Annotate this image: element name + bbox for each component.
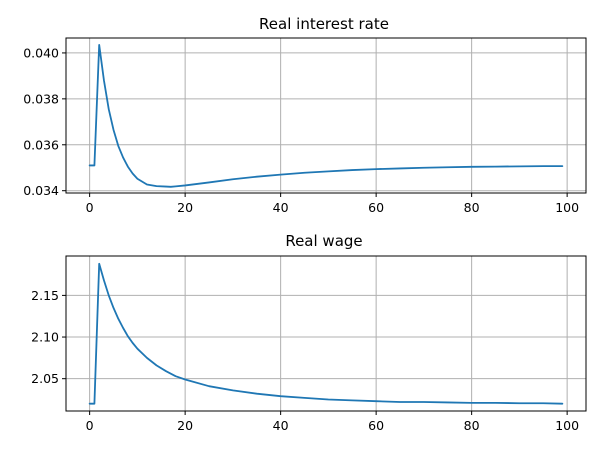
ticks: 0 20 40 60 80 100 0.034 0.036 0.038 0.040: [23, 45, 579, 215]
series-line: [88, 43, 564, 188]
series-group: [88, 43, 564, 188]
series-line: [88, 262, 564, 405]
y-tick-label: 0.038: [23, 91, 59, 106]
grid: [66, 256, 586, 411]
real-wage-subplot: Real wage 0 20 40 60 80 100 2.05 2.10 2.15: [31, 232, 587, 433]
ticks: 0 20 40 60 80 100 2.05 2.10 2.15: [31, 288, 579, 433]
y-tick-label: 0.034: [23, 183, 59, 198]
x-tick-label: 80: [464, 418, 480, 433]
x-tick-label: 40: [273, 200, 289, 215]
grid: [66, 38, 586, 193]
x-tick-label: 100: [555, 418, 579, 433]
x-tick-label: 60: [368, 418, 384, 433]
x-tick-label: 100: [555, 200, 579, 215]
subplot-title: Real wage: [285, 232, 362, 250]
x-tick-label: 40: [273, 418, 289, 433]
y-tick-label: 2.15: [31, 288, 59, 303]
x-tick-label: 20: [177, 200, 193, 215]
y-tick-label: 2.10: [31, 330, 59, 345]
axes-frame: [65, 37, 587, 194]
axes-frame: [65, 255, 587, 412]
x-tick-label: 20: [177, 418, 193, 433]
series-group: [88, 262, 564, 405]
x-tick-label: 0: [86, 418, 94, 433]
subplot-title: Real interest rate: [259, 15, 389, 33]
x-tick-label: 60: [368, 200, 384, 215]
y-tick-label: 2.05: [31, 371, 59, 386]
x-tick-label: 80: [464, 200, 480, 215]
x-tick-label: 0: [86, 200, 94, 215]
y-tick-label: 0.040: [23, 45, 59, 60]
y-tick-label: 0.036: [23, 137, 59, 152]
real-interest-rate-subplot: Real interest rate 0 20 40 60 80 100 0.034 0.03…: [23, 15, 587, 215]
